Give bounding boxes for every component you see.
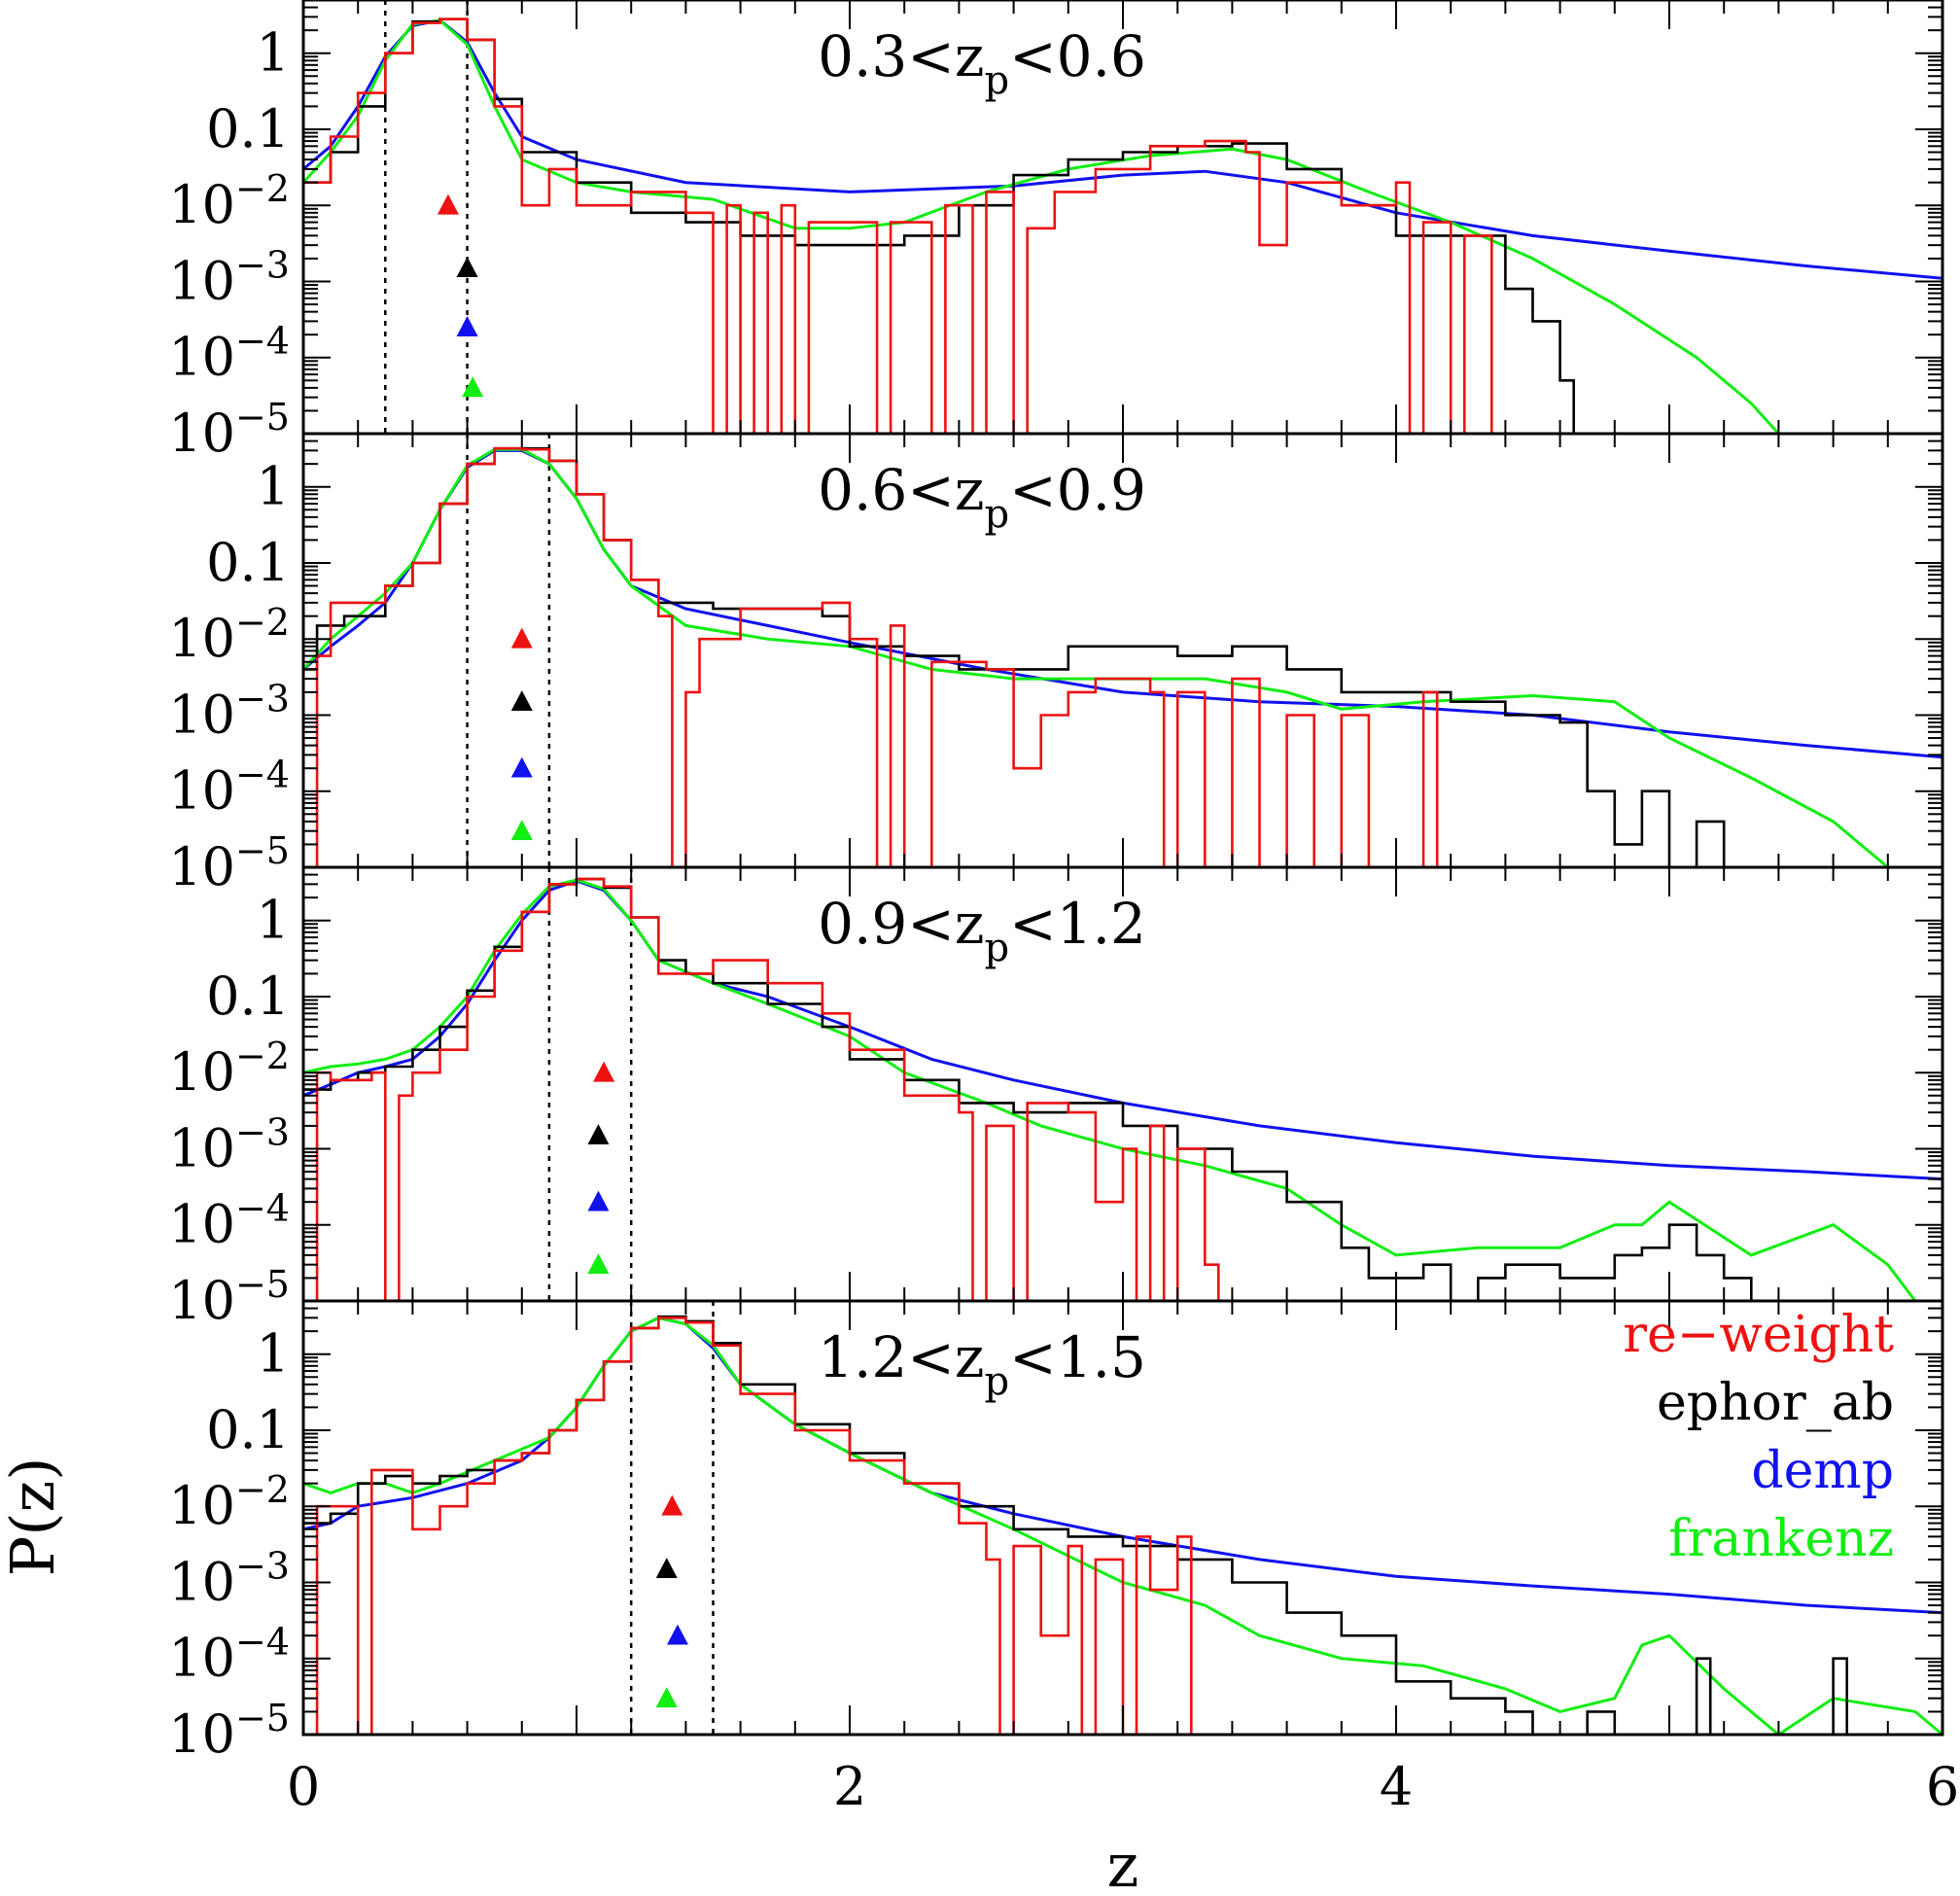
series-line-re-weight [303,877,1220,1301]
series-line-re-weight [303,446,1452,867]
y-tick-label: 10−4 [168,320,290,388]
median-marker-frankenz [510,820,533,841]
x-tick-label: 0 [287,1756,320,1817]
median-marker-demp [456,316,478,336]
median-marker-ephor_ab [655,1558,678,1579]
median-marker-demp [510,756,533,778]
y-tick-label: 1 [257,1323,290,1385]
y-tick-label: 10−3 [168,1544,290,1612]
y-tick-label: 10−2 [168,167,290,235]
median-marker-ephor_ab [510,690,533,712]
y-tick-label: 1 [257,22,290,84]
y-tick-label: 10−2 [168,601,290,669]
y-tick-label: 10−3 [168,677,290,745]
y-axis-title: P(z) [0,1457,68,1577]
y-tick-label: 10−3 [168,243,290,311]
median-marker-frankenz [462,376,484,398]
panel-bin-label: 0.9<zp<1.2 [818,891,1146,970]
y-tick-label: 0.1 [206,966,290,1027]
y-tick-label: 10−5 [168,1697,290,1765]
x-tick-label: 6 [1926,1756,1959,1817]
panel-bin-label: 0.6<zp<0.9 [818,457,1146,537]
y-tick-label: 10−3 [168,1110,290,1178]
median-marker-re-weight [661,1494,683,1516]
median-marker-frankenz [655,1687,678,1708]
legend-entry-re-weight: re−weight [1623,1306,1894,1364]
median-marker-re-weight [437,193,459,215]
y-tick-label: 0.1 [206,1399,290,1460]
median-marker-ephor_ab [587,1124,610,1145]
panel-bin-label: 0.3<zp<0.6 [818,23,1146,103]
series-line-re-weight [303,1317,1206,1737]
y-tick-label: 0.1 [206,532,290,593]
median-marker-demp [666,1624,688,1645]
y-tick-label: 10−5 [168,1263,290,1331]
y-tick-label: 10−4 [168,754,290,822]
y-tick-label: 0.1 [206,98,290,159]
y-tick-label: 10−2 [168,1035,290,1103]
y-tick-label: 1 [257,890,290,951]
median-marker-ephor_ab [456,257,478,278]
median-marker-demp [587,1190,610,1211]
y-tick-label: 10−2 [168,1468,290,1536]
y-tick-label: 1 [257,456,290,517]
legend-entry-demp: demp [1751,1442,1894,1500]
panel-1 [303,0,1942,434]
panel-3 [303,867,1942,1301]
median-marker-re-weight [510,627,533,649]
series-line-frankenz [303,878,1917,1301]
series-line-frankenz [303,447,1889,867]
median-marker-frankenz [587,1253,610,1275]
y-tick-label: 10−4 [168,1187,290,1255]
y-tick-label: 10−5 [168,829,290,897]
x-tick-label: 2 [833,1756,866,1817]
y-tick-label: 10−4 [168,1621,290,1689]
legend-entry-frankenz: frankenz [1668,1510,1894,1568]
series-line-re-weight [303,18,1506,434]
x-tick-label: 4 [1380,1756,1413,1817]
y-tick-label: 10−5 [168,396,290,464]
x-axis-title: z [1107,1830,1139,1896]
median-marker-re-weight [593,1061,615,1082]
axes: 10.110−210−310−410−50.3<zp<0.610.110−210… [168,0,1959,1817]
panel-2 [303,434,1942,867]
legend-entry-ephor_ab: ephor_ab [1657,1374,1894,1432]
panel-bin-label: 1.2<zp<1.5 [818,1324,1146,1404]
